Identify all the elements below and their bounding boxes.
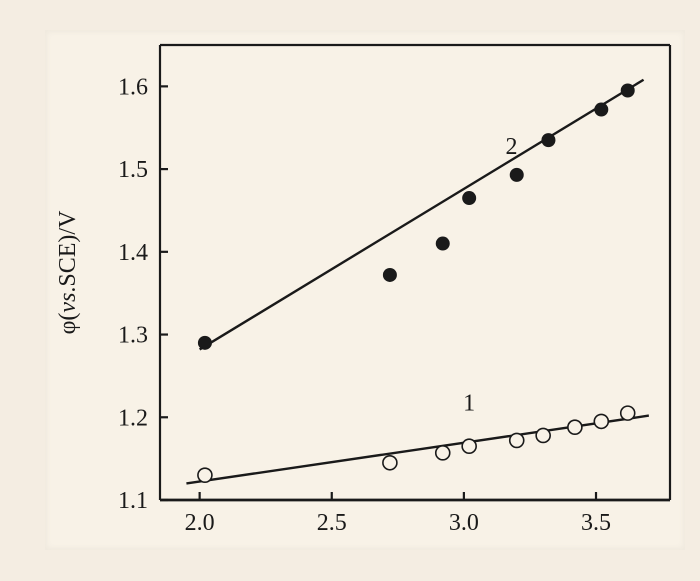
data-point-series-2 xyxy=(510,168,524,182)
data-point-series-1 xyxy=(594,414,608,428)
data-point-series-1 xyxy=(383,456,397,470)
y-tick-label: 1.6 xyxy=(118,74,148,100)
x-tick-label: 3.0 xyxy=(449,510,479,536)
data-point-series-1 xyxy=(436,446,450,460)
x-tick-label: 2.5 xyxy=(317,510,347,536)
chart-panel: 2.0 2.5 3.0 3.5 1.1 1.2 1.3 1.4 1.5 1.6 φ(vs.SCE)/… xyxy=(45,30,685,550)
y-tick-label: 1.5 xyxy=(118,157,148,183)
data-point-series-2 xyxy=(198,336,212,350)
trend-line-2 xyxy=(200,80,644,350)
y-axis-label: φ(vs.SCE)/V xyxy=(55,210,81,335)
data-point-series-1 xyxy=(568,420,582,434)
data-point-series-1 xyxy=(198,468,212,482)
data-point-series-2 xyxy=(541,133,555,147)
data-point-series-2 xyxy=(594,103,608,117)
data-point-series-1 xyxy=(510,433,524,447)
data-point-series-1 xyxy=(621,406,635,420)
data-point-series-2 xyxy=(383,268,397,282)
y-tick-label: 1.4 xyxy=(118,240,148,266)
y-tick-label: 1.3 xyxy=(118,323,148,349)
scatter-chart: 2.0 2.5 3.0 3.5 1.1 1.2 1.3 1.4 1.5 1.6 φ(vs.SCE)/… xyxy=(45,30,685,550)
data-point-series-2 xyxy=(462,191,476,205)
y-tick-label: 1.2 xyxy=(118,405,148,431)
y-tick-label: 1.1 xyxy=(118,488,148,514)
x-tick-label: 3.5 xyxy=(581,510,611,536)
series-label-1: 1 xyxy=(463,391,475,417)
data-point-series-1 xyxy=(462,439,476,453)
data-point-series-1 xyxy=(536,428,550,442)
data-point-series-2 xyxy=(621,84,635,98)
data-point-series-2 xyxy=(436,237,450,251)
series-label-2: 2 xyxy=(505,134,517,160)
x-tick-label: 2.0 xyxy=(185,510,215,536)
